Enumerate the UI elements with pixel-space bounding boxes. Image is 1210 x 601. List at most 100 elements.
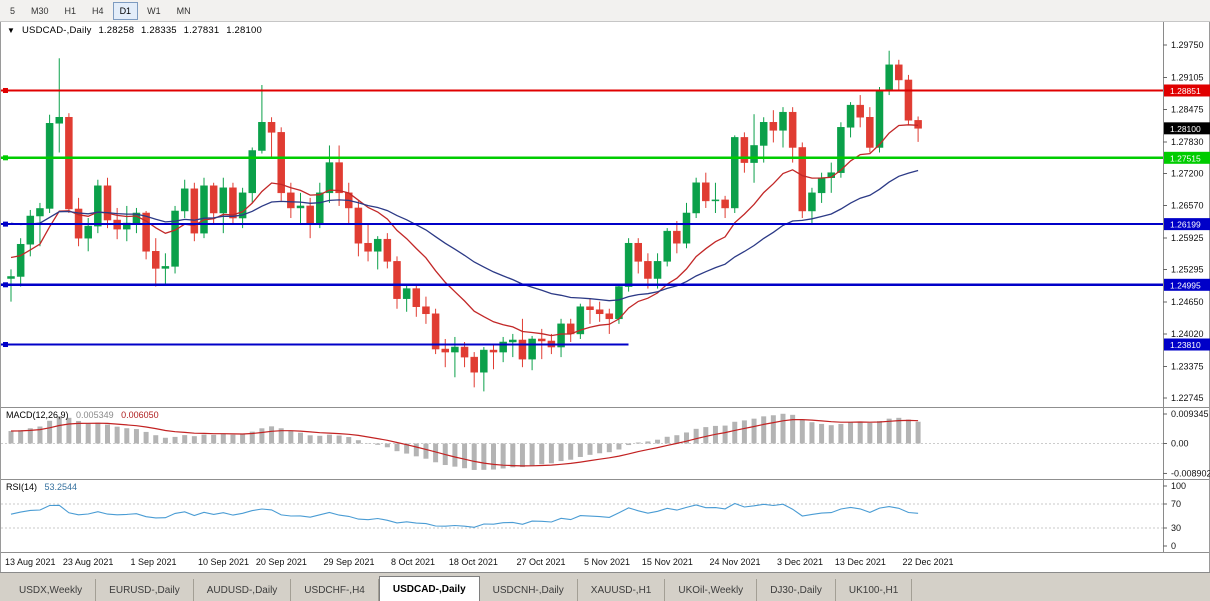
- macd-signal-value: 0.006050: [121, 410, 159, 420]
- price-tag: 1.28100: [1164, 122, 1210, 135]
- chart-ohlc-header: ▼ USDCAD-,Daily 1.28258 1.28335 1.27831 …: [7, 25, 266, 36]
- macd-signal-line: [10, 419, 919, 467]
- rsi-header: RSI(14) 53.2544: [6, 482, 82, 492]
- date-axis-label: 27 Oct 2021: [516, 557, 566, 567]
- date-axis-label: 20 Sep 2021: [255, 557, 307, 567]
- price-tag: 1.28851: [1164, 84, 1210, 97]
- time-axis[interactable]: 13 Aug 2021 23 Aug 2021 1 Sep 2021 10 Sep 2…: [1, 552, 1209, 572]
- ohlc-low-value: 1.27831: [183, 25, 220, 36]
- svg-text:30: 30: [1171, 523, 1181, 533]
- price-tag: 1.24995: [1164, 278, 1210, 291]
- chart-region: 1.29750 1.29105 1.28475 1.27830 1.27200 1.265…: [0, 22, 1210, 572]
- svg-text:0.00: 0.00: [1171, 439, 1189, 449]
- svg-text:1.27830: 1.27830: [1171, 137, 1204, 147]
- macd-title: MACD(12,26,9): [6, 410, 69, 420]
- price-tag: 1.23810: [1164, 338, 1210, 351]
- rsi-line: [10, 502, 919, 528]
- timeframe-button-h4[interactable]: H4: [92, 5, 104, 16]
- chart-tab[interactable]: XAUUSD-,H1: [578, 579, 666, 601]
- timeframe-toolbar: 5 M30 H1 H4 D1 W1 MN: [0, 0, 1210, 22]
- rsi-value: 53.2544: [44, 482, 78, 492]
- price-axis[interactable]: 1.29750 1.29105 1.28475 1.27830 1.27200 1.265…: [1163, 22, 1204, 407]
- chart-tab[interactable]: EURUSD-,Daily: [96, 579, 194, 601]
- timeframe-button-m30[interactable]: M30: [31, 5, 49, 16]
- svg-text:1.27200: 1.27200: [1171, 169, 1204, 179]
- chart-tab[interactable]: USDCHF-,H4: [291, 579, 379, 601]
- chart-menu-arrow-icon[interactable]: ▼: [7, 26, 16, 35]
- price-tag: 1.27515: [1164, 151, 1210, 164]
- date-axis-label: 13 Dec 2021: [834, 557, 886, 567]
- ohlc-high-value: 1.28335: [141, 25, 177, 36]
- line-handle: [3, 155, 8, 161]
- svg-text:1.24020: 1.24020: [1171, 329, 1204, 339]
- chart-symbol-label: USDCAD-,Daily: [21, 25, 92, 36]
- chart-tab[interactable]: USDX,Weekly: [6, 579, 97, 601]
- svg-text:0.009345: 0.009345: [1171, 409, 1209, 419]
- svg-text:0: 0: [1171, 541, 1176, 551]
- macd-header: MACD(12,26,9) 0.005349 0.006050: [6, 410, 164, 420]
- chart-tab[interactable]: DJ30-,Daily: [757, 579, 836, 601]
- svg-text:1.28851: 1.28851: [1170, 86, 1201, 96]
- svg-text:1.23375: 1.23375: [1171, 361, 1204, 371]
- svg-text:1.23810: 1.23810: [1170, 340, 1201, 350]
- rsi-indicator-panel[interactable]: 100 70 30 0 RSI(14) 53.2544: [1, 479, 1209, 552]
- date-axis-label: 29 Sep 2021: [323, 557, 375, 567]
- candlestick-series: [7, 50, 922, 392]
- date-axis-label: 10 Sep 2021: [198, 557, 250, 567]
- macd-indicator-panel[interactable]: 0.009345 0.00 -0.008902 MACD(12,26,9) 0.00…: [1, 407, 1210, 479]
- svg-text:1.26570: 1.26570: [1171, 200, 1204, 210]
- timeframe-button-w1[interactable]: W1: [147, 5, 161, 16]
- svg-text:1.27515: 1.27515: [1170, 153, 1201, 163]
- ma-fast-line: [10, 124, 919, 337]
- ma-slow-line: [10, 169, 919, 302]
- price-tag: 1.26199: [1164, 218, 1210, 231]
- chart-tab[interactable]: UK100-,H1: [836, 579, 913, 601]
- svg-text:1.24650: 1.24650: [1171, 297, 1204, 307]
- main-chart-canvas[interactable]: 1.29750 1.29105 1.28475 1.27830 1.27200 1.265…: [1, 22, 1210, 407]
- horizontal-level-line[interactable]: [1, 87, 1163, 93]
- svg-text:1.25925: 1.25925: [1171, 233, 1204, 243]
- date-axis-label: 24 Nov 2021: [709, 557, 761, 567]
- date-axis-label: 15 Nov 2021: [641, 557, 693, 567]
- macd-histogram: [8, 413, 921, 470]
- chart-tab[interactable]: UKOil-,Weekly: [665, 579, 758, 601]
- line-handle: [3, 342, 8, 348]
- timeframe-button-5[interactable]: 5: [10, 5, 16, 16]
- timeframe-button-mn[interactable]: MN: [176, 5, 191, 16]
- date-axis-label: 5 Nov 2021: [584, 557, 631, 567]
- svg-text:100: 100: [1171, 481, 1186, 491]
- date-axis-label: 18 Oct 2021: [448, 557, 498, 567]
- ohlc-close-value: 1.28100: [226, 25, 262, 36]
- horizontal-level-line[interactable]: [1, 221, 1163, 227]
- chart-tab[interactable]: USDCAD-,Daily: [378, 576, 480, 601]
- chart-tabs-bar: USDX,Weekly EURUSD-,Daily AUDUSD-,Daily USD…: [0, 572, 1210, 601]
- svg-text:1.26199: 1.26199: [1170, 220, 1201, 230]
- horizontal-level-line[interactable]: [1, 282, 1163, 288]
- timeframe-button-d1[interactable]: D1: [112, 1, 139, 20]
- horizontal-level-line[interactable]: [1, 155, 1163, 161]
- timeframe-button-h1[interactable]: H1: [64, 5, 77, 16]
- date-axis-label: 3 Dec 2021: [777, 557, 824, 567]
- chart-tab[interactable]: USDCNH-,Daily: [480, 579, 578, 601]
- date-axis-label: 13 Aug 2021: [5, 557, 56, 567]
- date-axis-label: 8 Oct 2021: [391, 557, 436, 567]
- macd-canvas[interactable]: 0.009345 0.00 -0.008902: [1, 408, 1210, 479]
- line-handle: [3, 87, 8, 93]
- rsi-canvas[interactable]: 100 70 30 0: [1, 480, 1210, 552]
- svg-text:1.24995: 1.24995: [1170, 280, 1201, 290]
- line-handle: [3, 282, 8, 288]
- svg-text:-0.008902: -0.008902: [1171, 468, 1210, 478]
- date-axis-label: 1 Sep 2021: [130, 557, 177, 567]
- svg-text:1.29105: 1.29105: [1171, 73, 1204, 83]
- svg-text:1.28475: 1.28475: [1171, 104, 1204, 114]
- date-axis-label: 22 Dec 2021: [902, 557, 954, 567]
- macd-main-value: 0.005349: [76, 410, 114, 420]
- chart-tab[interactable]: AUDUSD-,Daily: [194, 579, 292, 601]
- rsi-title: RSI(14): [6, 482, 38, 492]
- svg-text:70: 70: [1171, 499, 1181, 509]
- horizontal-level-line[interactable]: [1, 342, 629, 348]
- svg-text:1.22745: 1.22745: [1171, 393, 1204, 403]
- main-chart-panel[interactable]: 1.29750 1.29105 1.28475 1.27830 1.27200 1.265…: [1, 22, 1210, 407]
- ohlc-open-value: 1.28258: [98, 25, 135, 36]
- svg-text:1.25295: 1.25295: [1171, 265, 1204, 275]
